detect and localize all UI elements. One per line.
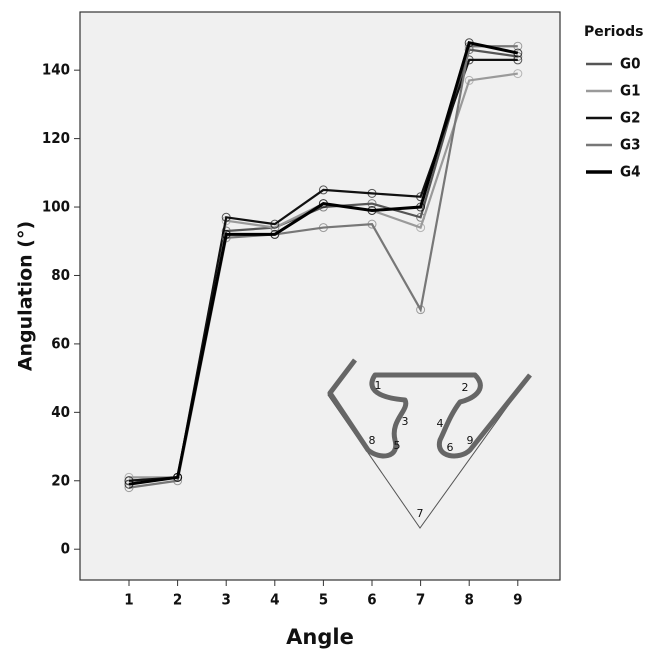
legend-label: G1 bbox=[620, 82, 640, 100]
y-tick-label: 80 bbox=[51, 266, 70, 284]
x-tick-label: 4 bbox=[270, 591, 279, 609]
y-tick-label: 100 bbox=[42, 198, 70, 216]
y-tick-label: 120 bbox=[42, 129, 70, 147]
point-marker bbox=[124, 479, 134, 489]
inset-label: 8 bbox=[369, 434, 376, 447]
inset-label: 3 bbox=[402, 415, 409, 428]
inset-label: 4 bbox=[437, 417, 444, 430]
inset-label: 7 bbox=[417, 507, 424, 520]
inset-wire bbox=[327, 358, 532, 459]
legend-label: G2 bbox=[620, 109, 640, 127]
point-marker bbox=[124, 472, 134, 482]
inset-label: 9 bbox=[467, 434, 474, 447]
inset-label: 2 bbox=[462, 381, 469, 394]
point-marker bbox=[221, 212, 231, 222]
point-marker bbox=[270, 219, 280, 229]
x-tick-label: 8 bbox=[465, 591, 474, 609]
point-marker bbox=[464, 75, 474, 85]
point-marker bbox=[367, 219, 377, 229]
point-marker bbox=[270, 229, 280, 239]
legend-label: G3 bbox=[620, 136, 640, 154]
point-marker bbox=[124, 476, 134, 486]
x-tick-label: 7 bbox=[416, 591, 425, 609]
point-marker bbox=[513, 41, 523, 51]
point-marker bbox=[318, 185, 328, 195]
point-marker bbox=[513, 55, 523, 65]
point-marker bbox=[318, 199, 328, 209]
point-marker bbox=[416, 223, 426, 233]
series-line bbox=[128, 41, 519, 486]
y-tick-label: 20 bbox=[51, 471, 70, 489]
y-tick-label: 0 bbox=[61, 540, 70, 558]
point-marker bbox=[416, 305, 426, 315]
y-tick-label: 40 bbox=[51, 403, 70, 421]
y-axis-title: Angulation (°) bbox=[15, 221, 37, 371]
plot-area bbox=[79, 11, 561, 581]
y-tick-label: 60 bbox=[51, 334, 70, 352]
point-marker bbox=[367, 199, 377, 209]
point-marker bbox=[513, 48, 523, 58]
point-marker bbox=[367, 188, 377, 198]
legend-label: G0 bbox=[620, 55, 640, 73]
point-marker bbox=[318, 223, 328, 233]
point-marker bbox=[513, 69, 523, 79]
inset-label: 1 bbox=[375, 379, 382, 392]
inset-label: 6 bbox=[447, 441, 454, 454]
x-axis-title: Angle bbox=[286, 625, 354, 649]
y-tick-label: 140 bbox=[42, 61, 70, 79]
legend-title: Periods bbox=[584, 24, 643, 40]
point-marker bbox=[221, 229, 231, 239]
point-marker bbox=[173, 472, 183, 482]
x-tick-label: 3 bbox=[222, 591, 231, 609]
x-tick-label: 5 bbox=[319, 591, 328, 609]
legend-label: G4 bbox=[620, 163, 640, 181]
inset-label: 5 bbox=[394, 439, 401, 452]
point-marker bbox=[416, 202, 426, 212]
x-tick-label: 6 bbox=[367, 591, 376, 609]
x-tick-label: 1 bbox=[124, 591, 133, 609]
point-marker bbox=[464, 38, 474, 48]
point-marker bbox=[367, 205, 377, 215]
inset-diagram bbox=[327, 358, 532, 529]
x-tick-label: 9 bbox=[513, 591, 522, 609]
x-tick-label: 2 bbox=[173, 591, 182, 609]
